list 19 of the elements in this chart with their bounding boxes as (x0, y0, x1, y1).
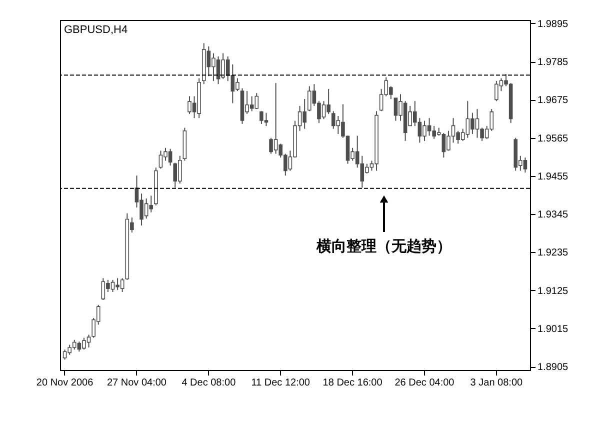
x-tick-label: 26 Dec 04:00 (394, 378, 455, 388)
x-tick-label: 11 Dec 12:00 (251, 378, 310, 388)
y-tick-label: 1.9015 (538, 324, 569, 335)
x-tick-label: 3 Jan 08:00 (470, 378, 523, 388)
x-tick-label: 4 Dec 08:00 (182, 378, 236, 388)
y-tick-label: 1.9125 (538, 286, 569, 297)
y-tick-label: 1.9345 (538, 210, 569, 221)
y-tick-label: 1.8905 (538, 362, 569, 374)
y-tick-label: 1.9675 (538, 95, 569, 106)
annotation: 横向整理（无趋势） (316, 238, 452, 255)
y-tick-label: 1.9565 (538, 133, 569, 144)
y-tick-label: 1.9785 (538, 57, 569, 68)
x-tick-label: 18 Dec 16:00 (322, 378, 383, 388)
x-tick-label: 20 Nov 2006 (36, 378, 94, 388)
x-tick-label: 27 Nov 04:00 (106, 378, 167, 388)
chart-title: GBPUSD,H4 (64, 24, 128, 36)
y-tick-label: 1.9455 (538, 171, 569, 182)
y-tick-label: 1.9895 (538, 18, 569, 30)
y-tick-label: 1.9235 (538, 248, 569, 259)
